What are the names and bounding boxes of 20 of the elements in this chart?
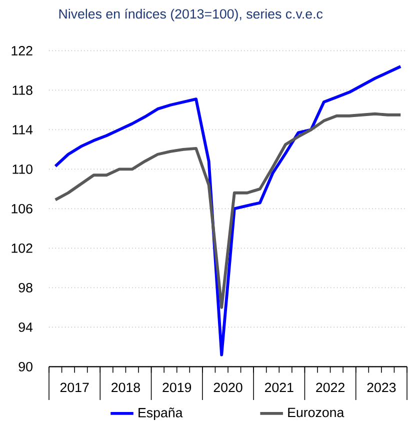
legend-label: España [138,408,183,420]
y-tick-label: 110 [12,164,32,174]
x-tick-label: 2022 [316,382,344,392]
y-tick-label: 106 [12,204,32,214]
x-tick-label: 2017 [60,382,89,392]
x-tick-label: 2019 [162,382,192,392]
y-tick-label: 102 [12,243,32,253]
x-tick-label: 2021 [264,382,294,392]
x-tick-label: 2018 [112,382,140,392]
line-series [54,112,402,309]
y-tick-label: 90 [18,362,32,372]
chart-title: Niveles en índices (2013=100), series c.v.e.c [59,8,323,22]
y-tick-label: 114 [12,125,33,134]
legend-label: Eurozona [288,408,344,418]
y-tick-label: 94 [18,322,33,332]
x-tick-label: 2020 [214,382,242,392]
y-tick-label: 98 [18,282,32,292]
y-tick-label: 122 [12,46,32,56]
y-tick-label: 118 [12,85,32,95]
x-tick-label: 2023 [367,382,396,392]
